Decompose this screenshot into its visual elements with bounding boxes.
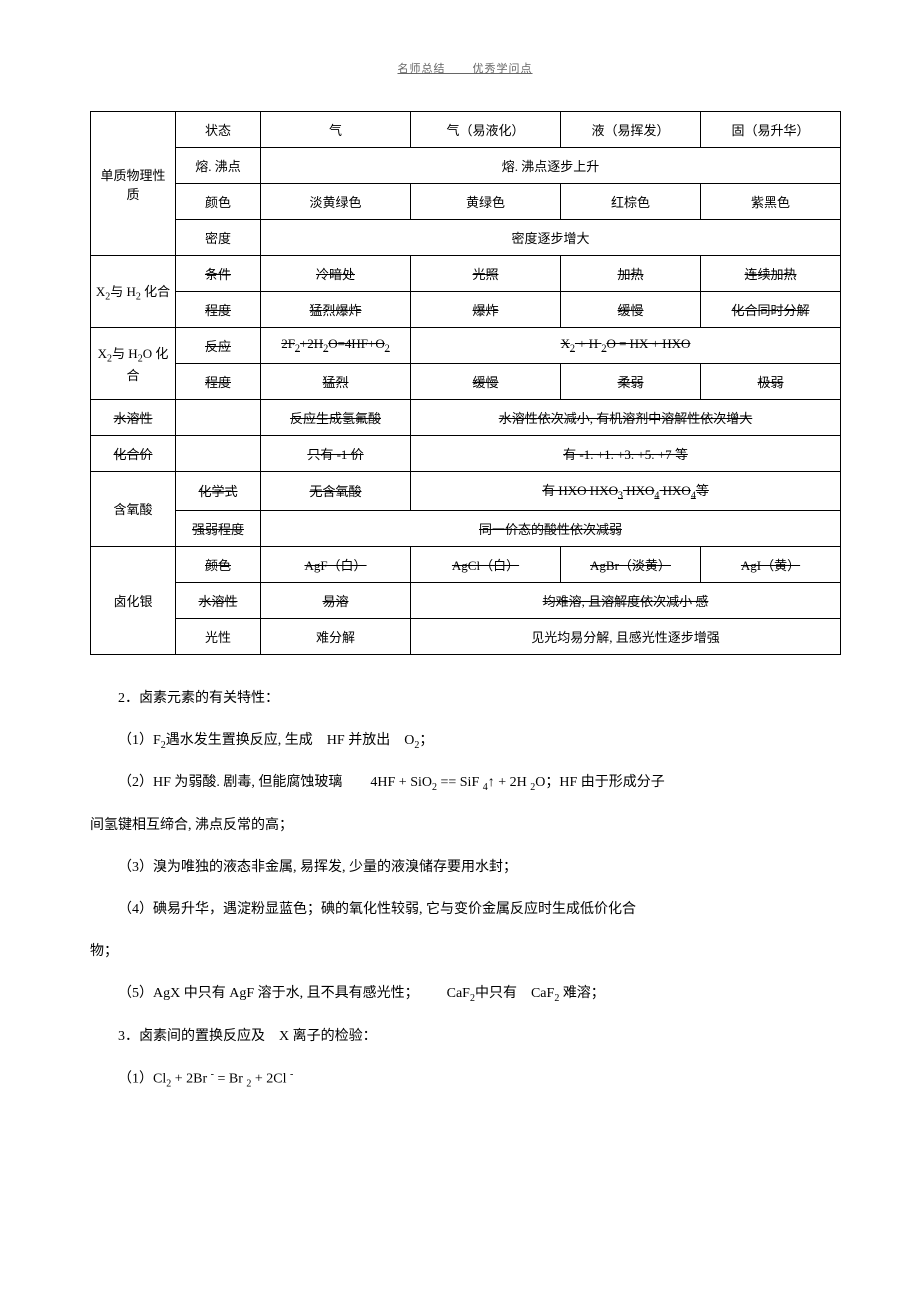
row-sub-label: 颜色 <box>176 546 261 582</box>
table-cell: 猛烈爆炸 <box>261 292 411 328</box>
table-cell-merged: 熔. 沸点逐步上升 <box>261 148 841 184</box>
paragraph: 2．卤素元素的有关特性： <box>90 685 840 713</box>
table-cell: AgF（白） <box>261 546 411 582</box>
table-cell: 淡黄绿色 <box>261 184 411 220</box>
table-cell-merged: 见光均易分解, 且感光性逐步增强 <box>411 618 841 654</box>
row-sub-label: 条件 <box>176 256 261 292</box>
table-cell-merged: 密度逐步增大 <box>261 220 841 256</box>
row-sub-label: 光性 <box>176 618 261 654</box>
table-cell: 连续加热 <box>701 256 841 292</box>
table-cell: 化合同时分解 <box>701 292 841 328</box>
table-cell-merged: X2 + H 2O = HX + HXO <box>411 328 841 364</box>
table-cell: 柔弱 <box>561 364 701 400</box>
paragraph: 3．卤素间的置换反应及 X 离子的检验： <box>90 1023 840 1051</box>
table-cell: 反应生成氢氟酸 <box>261 400 411 436</box>
row-group-label: 含氧酸 <box>91 472 176 547</box>
table-cell-merged: 有 -1. +1. +3. +5. +7 等 <box>411 436 841 472</box>
paragraph: （1）Cl2 + 2Br - = Br 2 + 2Cl - <box>90 1065 840 1094</box>
row-group-label: 卤化银 <box>91 546 176 654</box>
paragraph: （5）AgX 中只有 AgF 溶于水, 且不具有感光性； CaF2中只有 CaF… <box>90 980 840 1009</box>
table-cell: 爆炸 <box>411 292 561 328</box>
table-cell: 无含氧酸 <box>261 472 411 511</box>
paragraph: （1）F2遇水发生置换反应, 生成 HF 并放出 O2； <box>90 727 840 756</box>
paragraph: （2）HF 为弱酸. 剧毒, 但能腐蚀玻璃 4HF + SiO2 == SiF … <box>90 769 840 798</box>
table-cell: AgBr（淡黄） <box>561 546 701 582</box>
row-sub-label: 化学式 <box>176 472 261 511</box>
row-sub-label: 水溶性 <box>176 582 261 618</box>
paragraph: 间氢键相互缔合, 沸点反常的高； <box>90 812 840 840</box>
table-cell: 红棕色 <box>561 184 701 220</box>
paragraph: （4）碘易升华，遇淀粉显蓝色；碘的氧化性较弱, 它与变价金属反应时生成低价化合 <box>90 896 840 924</box>
row-group-label: 水溶性 <box>91 400 176 436</box>
table-cell-merged: 有 HXO HXO3 HXO4 HXO4等 <box>411 472 841 511</box>
row-sub-label: 强弱程度 <box>176 510 261 546</box>
row-sub-empty <box>176 400 261 436</box>
row-sub-label: 密度 <box>176 220 261 256</box>
halogen-table: 单质物理性质状态气气（易液化）液（易挥发）固（易升华） 熔. 沸点熔. 沸点逐步上… <box>90 111 841 655</box>
row-sub-label: 反应 <box>176 328 261 364</box>
table-cell: 缓慢 <box>411 364 561 400</box>
row-group-label: 单质物理性质 <box>91 112 176 256</box>
table-cell: 缓慢 <box>561 292 701 328</box>
row-sub-label: 程度 <box>176 292 261 328</box>
table-cell: AgCl（白） <box>411 546 561 582</box>
row-sub-empty <box>176 436 261 472</box>
table-cell: 只有 -1 价 <box>261 436 411 472</box>
row-sub-label: 颜色 <box>176 184 261 220</box>
paragraph: （3）溴为唯独的液态非金属, 易挥发, 少量的液溴储存要用水封； <box>90 854 840 882</box>
table-cell-merged: 水溶性依次减小, 有机溶剂中溶解性依次增大 <box>411 400 841 436</box>
row-group-label: X2与 H2O 化合 <box>91 328 176 400</box>
table-cell-merged: 同一价态的酸性依次减弱 <box>261 510 841 546</box>
table-cell: 光照 <box>411 256 561 292</box>
table-cell: 紫黑色 <box>701 184 841 220</box>
table-cell: 气（易液化） <box>411 112 561 148</box>
table-cell: 易溶 <box>261 582 411 618</box>
row-sub-label: 程度 <box>176 364 261 400</box>
row-group-label: X2与 H2 化合 <box>91 256 176 328</box>
table-cell: 难分解 <box>261 618 411 654</box>
table-cell: 冷暗处 <box>261 256 411 292</box>
row-sub-label: 熔. 沸点 <box>176 148 261 184</box>
row-sub-label: 状态 <box>176 112 261 148</box>
paragraph: 物； <box>90 938 840 966</box>
page-header: 名师总结 ___ 优秀学问点 <box>90 60 840 76</box>
table-cell: 2F2+2H2O=4HF+O2 <box>261 328 411 364</box>
table-cell: 黄绿色 <box>411 184 561 220</box>
table-cell-merged: 均难溶, 且溶解度依次减小 感 <box>411 582 841 618</box>
table-cell: 液（易挥发） <box>561 112 701 148</box>
table-cell: AgI（黄） <box>701 546 841 582</box>
table-cell: 加热 <box>561 256 701 292</box>
table-cell: 极弱 <box>701 364 841 400</box>
table-cell: 固（易升华） <box>701 112 841 148</box>
table-cell: 气 <box>261 112 411 148</box>
body-text: 2．卤素元素的有关特性： （1）F2遇水发生置换反应, 生成 HF 并放出 O2；… <box>90 685 840 1095</box>
table-cell: 猛烈 <box>261 364 411 400</box>
row-group-label: 化合价 <box>91 436 176 472</box>
